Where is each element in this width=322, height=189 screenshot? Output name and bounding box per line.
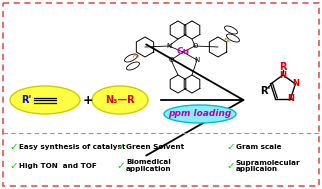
Text: ✓: ✓ <box>9 161 18 171</box>
Ellipse shape <box>92 86 148 114</box>
Text: N: N <box>279 70 287 80</box>
Text: N: N <box>292 80 299 88</box>
Text: ✓: ✓ <box>116 161 125 171</box>
Text: N₃—R: N₃—R <box>105 95 135 105</box>
Text: Fe: Fe <box>224 37 232 43</box>
Ellipse shape <box>164 105 236 123</box>
Text: N: N <box>287 94 294 103</box>
Text: High TON  and TOF: High TON and TOF <box>19 163 97 169</box>
Text: R: R <box>279 62 287 72</box>
Text: O: O <box>168 57 174 63</box>
Text: Fe: Fe <box>133 53 141 59</box>
Text: +: + <box>83 94 93 106</box>
Text: Gram scale: Gram scale <box>236 144 281 150</box>
Text: O: O <box>192 43 198 49</box>
Text: Green Solvent: Green Solvent <box>126 144 184 150</box>
Text: Supramolecular
applicaion: Supramolecular applicaion <box>236 160 301 173</box>
Text: ✓: ✓ <box>226 142 235 152</box>
Ellipse shape <box>10 86 80 114</box>
Text: ✓: ✓ <box>9 142 18 152</box>
Text: ✓: ✓ <box>116 142 125 152</box>
Text: R': R' <box>21 95 31 105</box>
Text: N: N <box>166 43 172 49</box>
Text: Biomedical
application: Biomedical application <box>126 160 172 173</box>
Text: Cu: Cu <box>176 47 190 57</box>
Text: N: N <box>194 57 200 63</box>
Text: ✓: ✓ <box>226 161 235 171</box>
Text: R': R' <box>260 86 271 96</box>
Text: Easy synthesis of catalyst: Easy synthesis of catalyst <box>19 144 125 150</box>
Text: ppm loading: ppm loading <box>168 109 232 119</box>
